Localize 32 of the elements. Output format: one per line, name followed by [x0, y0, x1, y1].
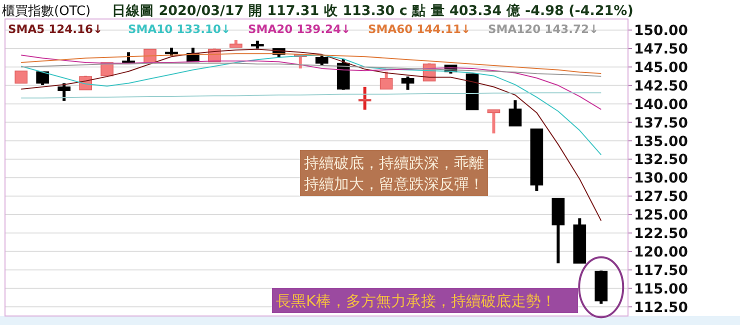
candlestick: [508, 100, 522, 126]
y-tick-label: 115.00: [634, 281, 688, 298]
y-tick-label: 122.50: [634, 226, 688, 242]
y-tick-label: 137.50: [634, 115, 688, 132]
candlestick: [122, 52, 135, 63]
chart-title: 櫃買指數(OTC): [2, 4, 91, 19]
y-tick-label: 127.50: [634, 189, 688, 206]
candlestick: [487, 109, 500, 134]
annotation: 長黑K棒，多方無力承接，持續破底走勢！: [272, 288, 578, 313]
y-tick-label: 140.00: [634, 96, 688, 113]
chart-subtitle: 日線圖 2020/03/17 開 117.31 收 113.30 c 點 量 403.34 億 -4.98 (-4.21%): [112, 2, 634, 19]
y-tick-label: 145.00: [634, 60, 688, 76]
y-tick-label: 112.50: [634, 300, 688, 316]
y-tick-label: 125.00: [634, 208, 688, 224]
y-tick-label: 147.50: [634, 42, 688, 58]
y-tick-label: 132.50: [634, 152, 688, 168]
y-tick-label: 150.00: [634, 23, 688, 40]
y-tick-label: 117.50: [634, 262, 688, 279]
y-tick-label: 142.50: [634, 78, 688, 94]
annotation: 長黑K棒，多方無力承接，持續破底走勢！: [276, 292, 556, 310]
candlestick: [401, 76, 414, 90]
candlestick: [58, 83, 70, 101]
candlestick: [315, 55, 328, 66]
candlestick: [36, 71, 50, 86]
candlestick: [14, 70, 28, 84]
y-tick-label: 120.00: [634, 244, 688, 260]
annotation: 持續破底，持續跌深，乖離持續加大，留意跌深反彈！: [300, 150, 488, 196]
candlestick: [358, 86, 372, 110]
y-tick-label: 135.00: [634, 134, 688, 150]
legend: SMA5 124.16↓ SMA10 133.10↓ SMA20 139.24↓ SMA60 144.11↓ SMA120 143.72↓: [8, 22, 599, 36]
candlestick: [380, 72, 393, 90]
y-tick-label: 130.00: [634, 170, 688, 187]
